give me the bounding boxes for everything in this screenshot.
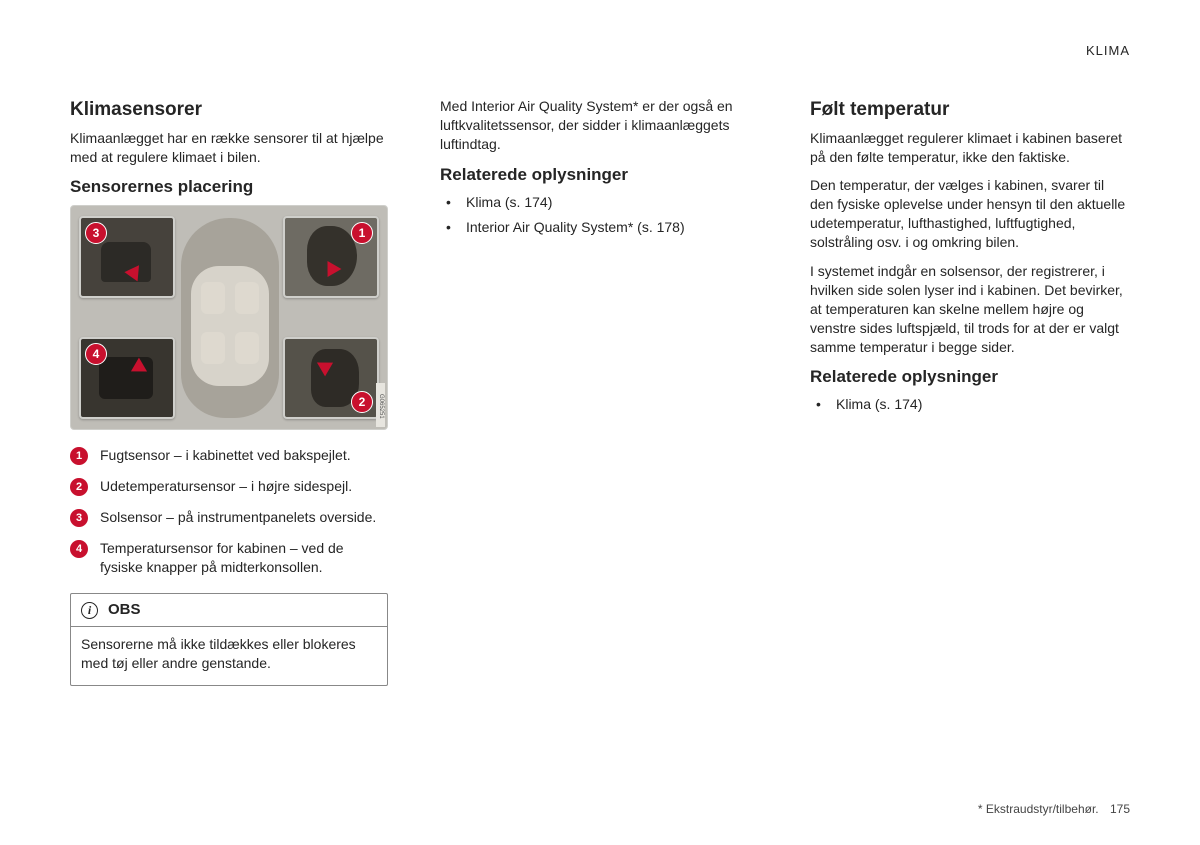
illustration-rearview-mirror xyxy=(307,226,357,286)
sensor-text-3: Solsensor – på instrumentpanelets oversi… xyxy=(100,508,376,527)
heading-klimasensorer: Klimasensorer xyxy=(70,97,388,123)
figure-sensor-placement: 3 1 4 2 G065251 xyxy=(70,205,388,430)
para-folt-2: I systemet indgår en solsensor, der regi… xyxy=(810,262,1128,356)
footnote: * Ekstraudstyr/tilbehør. xyxy=(978,802,1099,816)
figure-badge-1: 1 xyxy=(351,222,373,244)
sensor-item-3: 3 Solsensor – på instrumentpanelets over… xyxy=(70,508,388,527)
inset-1: 1 xyxy=(283,216,379,298)
related-item: Interior Air Quality System* (s. 178) xyxy=(440,218,758,237)
sensor-item-4: 4 Temperatursensor for kabinen – ved de … xyxy=(70,539,388,577)
illustration-seat xyxy=(235,332,259,364)
related-item: Klima (s. 174) xyxy=(440,193,758,212)
obs-body: Sensorerne må ikke tildækkes eller bloke… xyxy=(71,627,387,685)
subheading-sensor-placering: Sensorernes placering xyxy=(70,176,388,199)
section-header: KLIMA xyxy=(1086,42,1130,60)
lead-folt-temperatur: Klimaanlægget regulerer klimaet i kabine… xyxy=(810,129,1128,167)
list-badge-4: 4 xyxy=(70,540,88,558)
list-badge-1: 1 xyxy=(70,447,88,465)
sensor-text-4: Temperatursensor for kabinen – ved de fy… xyxy=(100,539,388,577)
iaqs-paragraph: Med Interior Air Quality System* er der … xyxy=(440,97,758,154)
illustration-seat xyxy=(201,282,225,314)
related-list-2: Klima (s. 174) xyxy=(810,395,1128,414)
page-footer: * Ekstraudstyr/tilbehør. 175 xyxy=(978,801,1130,817)
sensor-list: 1 Fugtsensor – i kabinettet ved bakspejl… xyxy=(70,446,388,577)
obs-note: i OBS Sensorerne må ikke tildækkes eller… xyxy=(70,593,388,686)
column-klimasensorer: Klimasensorer Klimaanlægget har en række… xyxy=(70,97,388,686)
obs-title: OBS xyxy=(108,600,141,620)
illustration-dash xyxy=(101,242,151,282)
illustration-seat xyxy=(201,332,225,364)
illustration-car-topview xyxy=(181,218,279,418)
related-list-1: Klima (s. 174) Interior Air Quality Syst… xyxy=(440,193,758,237)
sensor-item-1: 1 Fugtsensor – i kabinettet ved bakspejl… xyxy=(70,446,388,465)
para-folt-1: Den temperatur, der vælges i kabinen, sv… xyxy=(810,176,1128,252)
inset-4: 4 xyxy=(79,337,175,419)
related-item: Klima (s. 174) xyxy=(810,395,1128,414)
lead-klimasensorer: Klimaanlægget har en række sensorer til … xyxy=(70,129,388,167)
column-middle: Med Interior Air Quality System* er der … xyxy=(440,97,758,686)
inset-2: 2 xyxy=(283,337,379,419)
related-heading-1: Relaterede oplysninger xyxy=(440,164,758,187)
figure-reference-code: G065251 xyxy=(376,383,385,427)
column-folt-temperatur: Følt temperatur Klimaanlægget regulerer … xyxy=(810,97,1128,686)
list-badge-3: 3 xyxy=(70,509,88,527)
obs-header: i OBS xyxy=(71,594,387,627)
sensor-text-1: Fugtsensor – i kabinettet ved bakspejlet… xyxy=(100,446,351,465)
figure-badge-2: 2 xyxy=(351,391,373,413)
illustration-seat xyxy=(235,282,259,314)
info-icon: i xyxy=(81,602,98,619)
sensor-item-2: 2 Udetemperatursensor – i højre sidespej… xyxy=(70,477,388,496)
list-badge-2: 2 xyxy=(70,478,88,496)
heading-folt-temperatur: Følt temperatur xyxy=(810,97,1128,123)
inset-3: 3 xyxy=(79,216,175,298)
related-heading-2: Relaterede oplysninger xyxy=(810,366,1128,389)
page-columns: Klimasensorer Klimaanlægget har en række… xyxy=(70,97,1130,686)
figure-badge-3: 3 xyxy=(85,222,107,244)
illustration-car-roof xyxy=(191,266,269,386)
page-number: 175 xyxy=(1110,802,1130,816)
sensor-text-2: Udetemperatursensor – i højre sidespejl. xyxy=(100,477,352,496)
